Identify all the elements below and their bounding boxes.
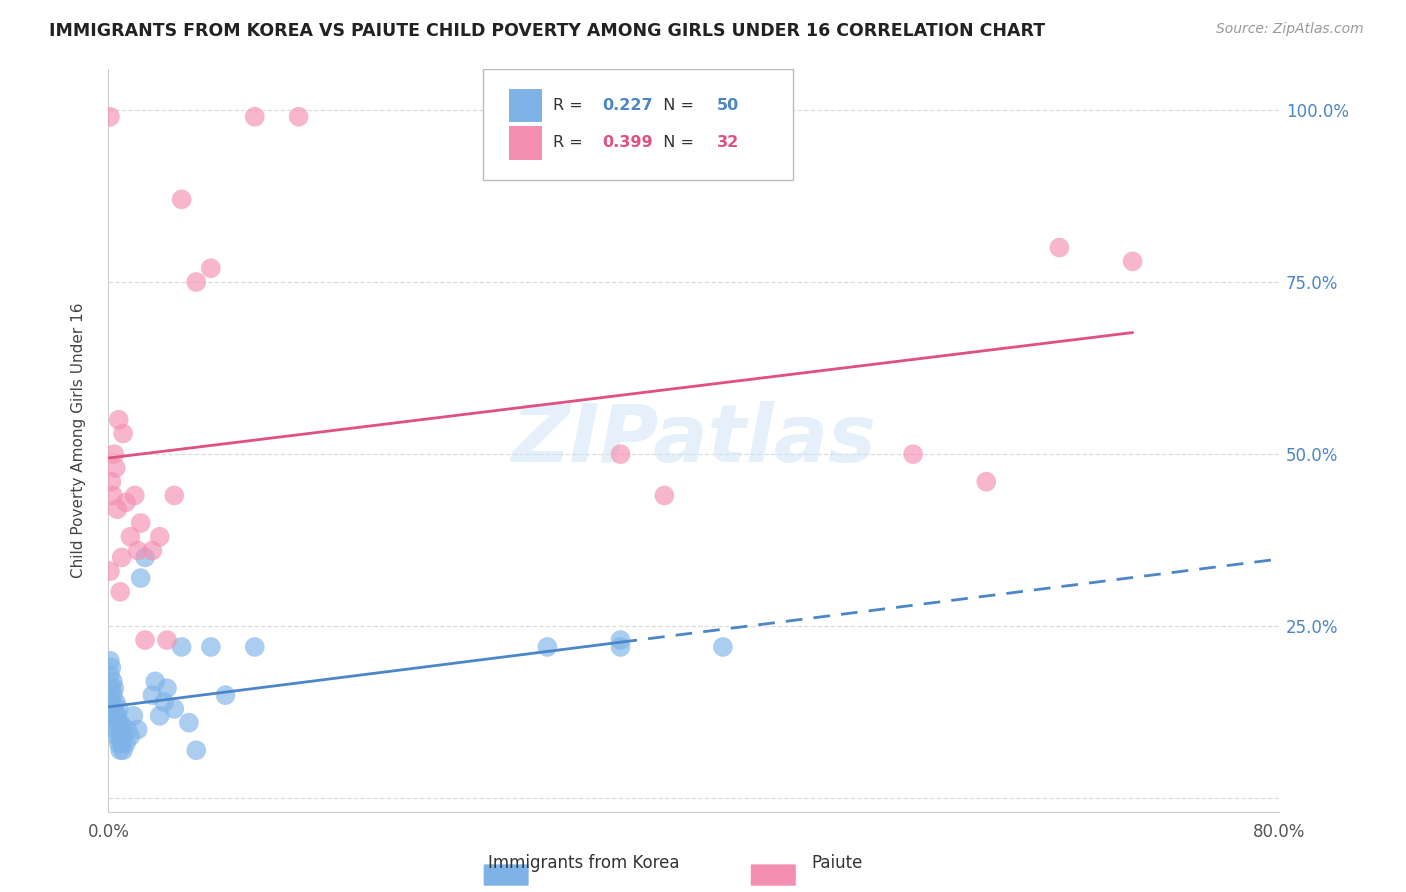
Point [120, 530, 142, 544]
Point [120, 730, 142, 744]
Point [101, 488, 124, 502]
Text: 32: 32 [717, 136, 740, 151]
Point [101, 674, 124, 689]
Point [129, 571, 152, 585]
Point [186, 275, 208, 289]
Point [98, 564, 121, 578]
Point [127, 543, 149, 558]
Text: N =: N = [652, 136, 699, 151]
Point [112, 743, 135, 757]
Point [170, 640, 193, 654]
Point [111, 550, 134, 565]
Point [609, 633, 631, 648]
Point [143, 674, 166, 689]
Point [105, 708, 128, 723]
FancyBboxPatch shape [484, 69, 793, 180]
Point [104, 723, 127, 737]
Point [200, 640, 222, 654]
Point [214, 688, 236, 702]
Point [98, 688, 121, 702]
Bar [509, 89, 541, 122]
Point [108, 715, 131, 730]
Point [156, 633, 179, 648]
Point [974, 475, 997, 489]
Text: 0.399: 0.399 [602, 136, 652, 151]
Point [134, 550, 156, 565]
Point [103, 702, 125, 716]
Point [711, 640, 734, 654]
Point [287, 110, 309, 124]
Text: 0.227: 0.227 [602, 98, 652, 113]
Point [124, 488, 146, 502]
Point [98, 667, 121, 681]
Point [609, 447, 631, 461]
Point [163, 488, 186, 502]
Point [100, 475, 122, 489]
Point [98, 110, 121, 124]
Point [100, 695, 122, 709]
Point [170, 192, 193, 206]
Point [100, 681, 122, 696]
Point [107, 736, 129, 750]
Text: R =: R = [553, 136, 588, 151]
Point [177, 715, 200, 730]
Y-axis label: Child Poverty Among Girls Under 16: Child Poverty Among Girls Under 16 [72, 302, 86, 578]
Point [107, 715, 129, 730]
Point [105, 502, 128, 516]
Text: N =: N = [652, 98, 699, 113]
Point [104, 461, 127, 475]
Point [141, 543, 163, 558]
Point [101, 708, 124, 723]
Point [134, 633, 156, 648]
Point [243, 640, 266, 654]
Point [115, 736, 138, 750]
Point [98, 654, 121, 668]
Point [1049, 241, 1071, 255]
Point [111, 736, 134, 750]
Point [108, 585, 131, 599]
Point [111, 723, 134, 737]
Point [243, 110, 266, 124]
Text: R =: R = [553, 98, 588, 113]
Point [103, 715, 125, 730]
Point [127, 723, 149, 737]
Point [122, 708, 145, 723]
Point [901, 447, 924, 461]
Point [609, 640, 631, 654]
Point [200, 261, 222, 276]
Point [112, 426, 135, 441]
Point [104, 708, 127, 723]
Point [163, 702, 186, 716]
Text: Paiute: Paiute [811, 855, 862, 872]
Point [105, 730, 128, 744]
Text: 50: 50 [717, 98, 740, 113]
Point [104, 695, 127, 709]
Point [153, 695, 176, 709]
Point [115, 495, 138, 509]
Point [103, 681, 125, 696]
Point [108, 743, 131, 757]
Bar [509, 126, 541, 160]
Point [141, 688, 163, 702]
Point [654, 488, 676, 502]
Text: IMMIGRANTS FROM KOREA VS PAIUTE CHILD POVERTY AMONG GIRLS UNDER 16 CORRELATION C: IMMIGRANTS FROM KOREA VS PAIUTE CHILD PO… [49, 22, 1045, 40]
Text: ZIPatlas: ZIPatlas [512, 401, 876, 479]
Point [117, 723, 139, 737]
Point [108, 730, 131, 744]
Point [156, 681, 179, 696]
Point [186, 743, 208, 757]
Point [107, 413, 129, 427]
Point [149, 530, 172, 544]
Point [107, 702, 129, 716]
Point [149, 708, 172, 723]
Point [112, 730, 135, 744]
Point [1122, 254, 1144, 268]
Point [101, 688, 124, 702]
Text: Immigrants from Korea: Immigrants from Korea [488, 855, 679, 872]
Text: Source: ZipAtlas.com: Source: ZipAtlas.com [1216, 22, 1364, 37]
Point [129, 516, 152, 530]
Point [100, 660, 122, 674]
Point [103, 447, 125, 461]
Point [536, 640, 558, 654]
